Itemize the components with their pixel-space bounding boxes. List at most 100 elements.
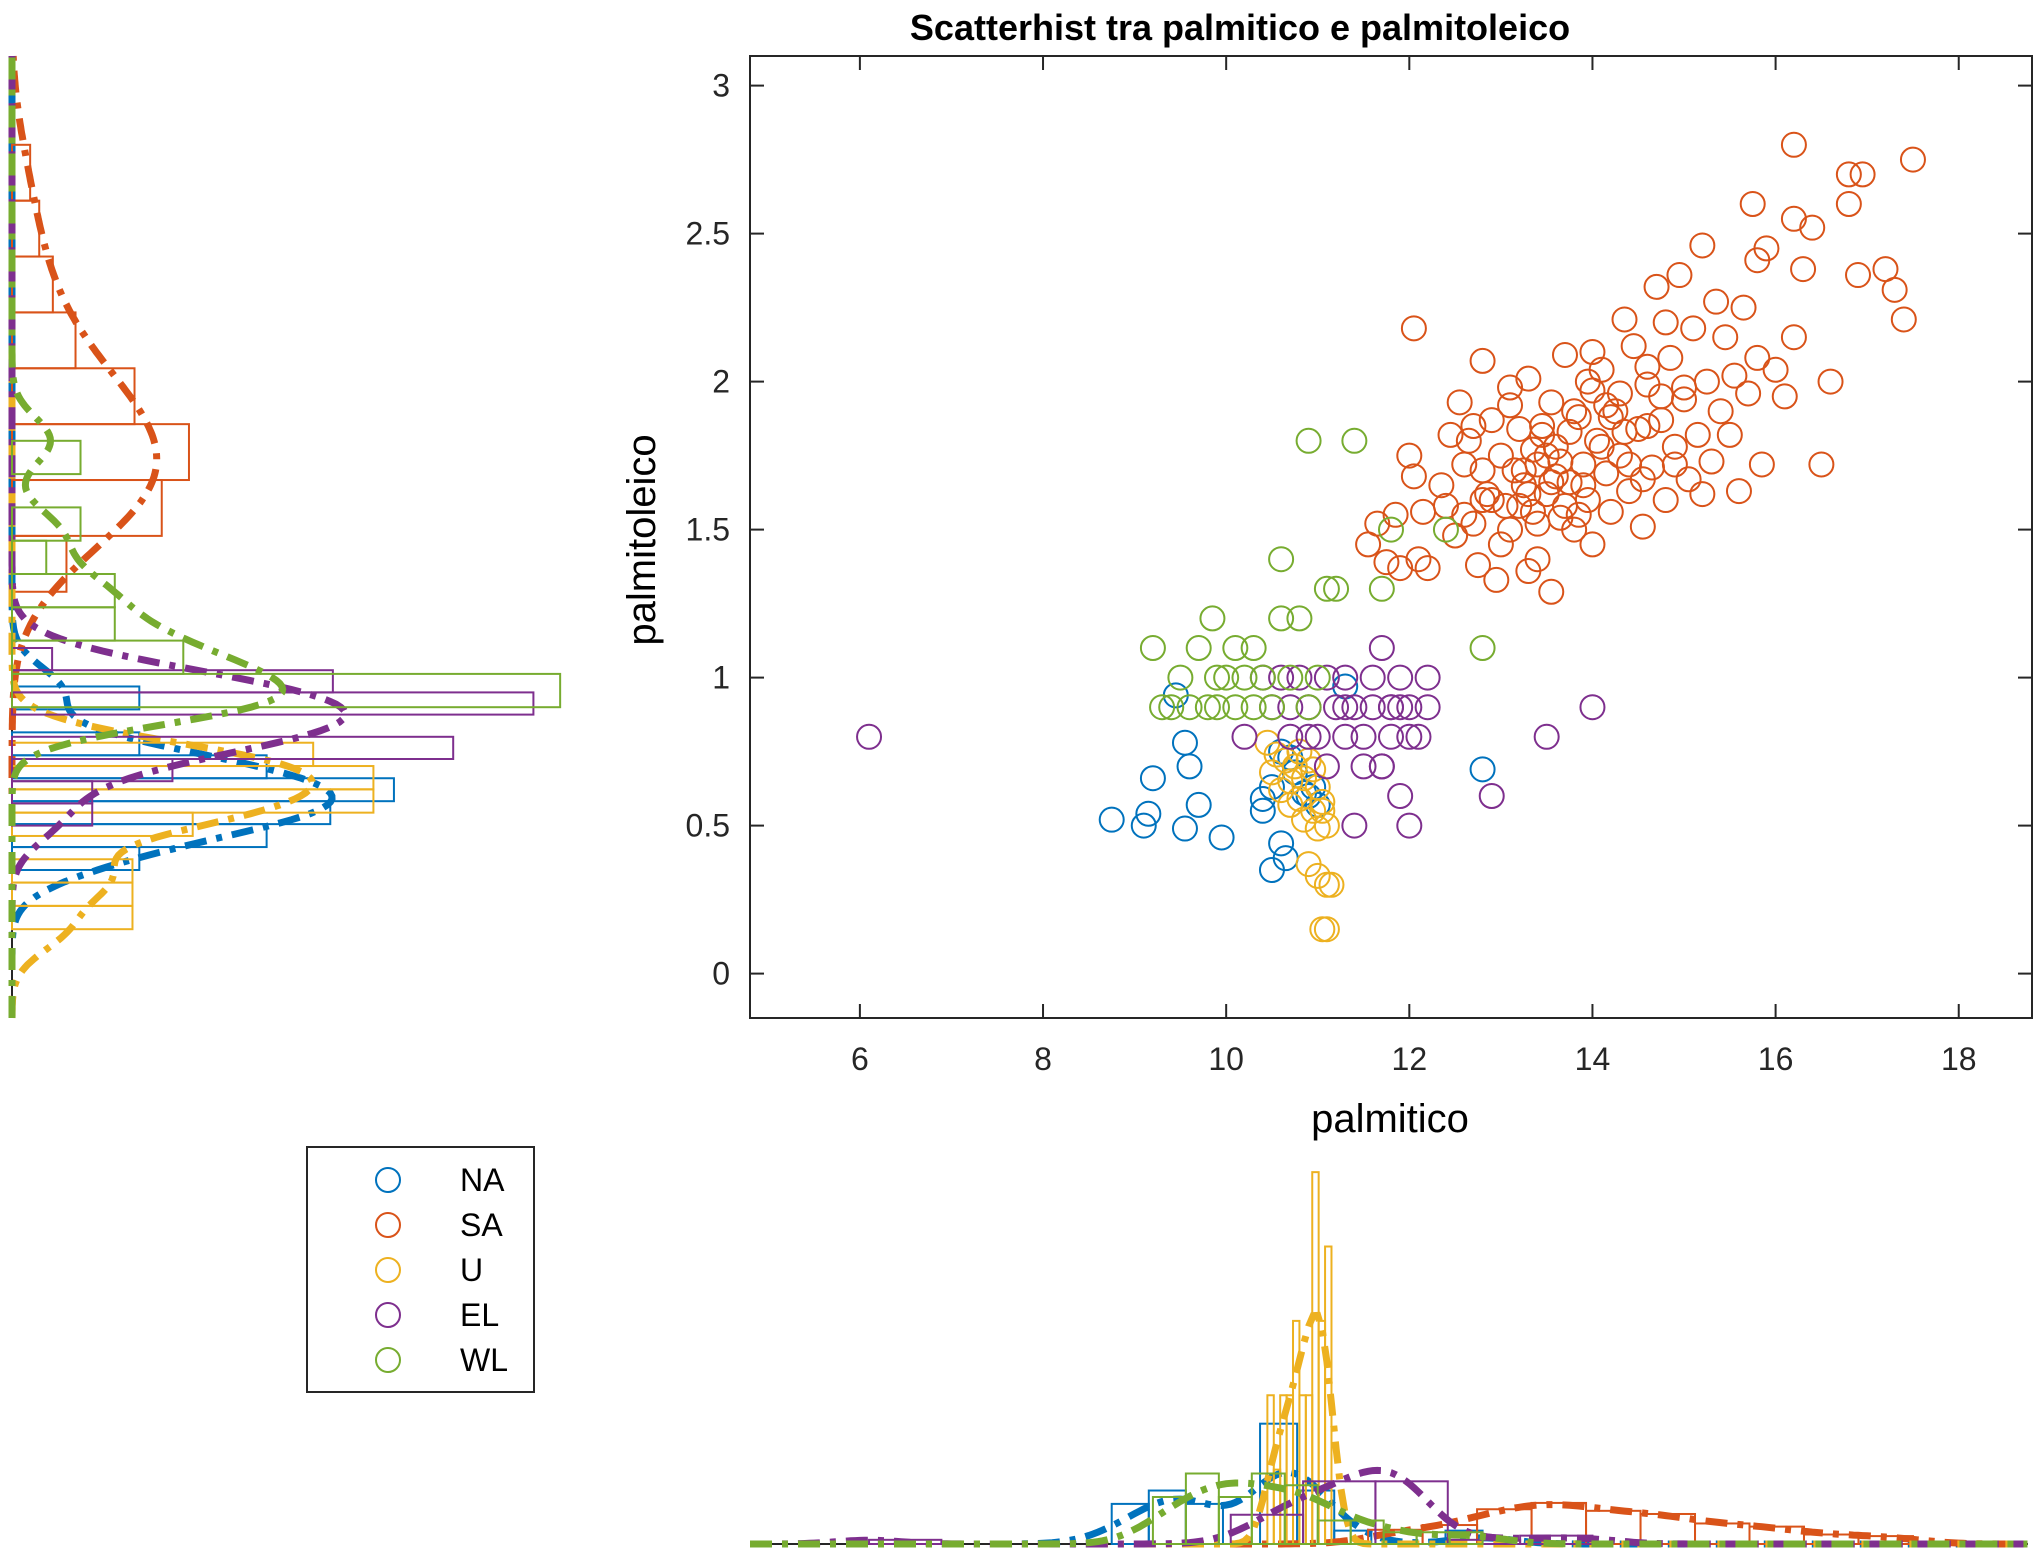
scatter-point-sa xyxy=(1629,466,1656,493)
y-hist-bar-wl xyxy=(11,639,185,675)
scatter-point-wl xyxy=(1185,635,1212,661)
scatter-point-sa xyxy=(1899,146,1926,173)
scatter-point-sa xyxy=(1712,324,1739,351)
scatter-point-sa xyxy=(1432,492,1459,519)
scatter-point-sa xyxy=(1634,413,1661,439)
x-marginal-histogram xyxy=(750,1171,2028,1548)
scatter-point-sa xyxy=(1483,566,1510,593)
scatter-point-wl xyxy=(1149,694,1176,721)
scatter-point-sa xyxy=(1542,463,1569,490)
legend-label-wl: WL xyxy=(460,1342,508,1378)
scatter-point-el xyxy=(1405,723,1432,750)
scatter-point-wl xyxy=(1295,427,1322,454)
scatter-point-sa xyxy=(1849,161,1876,188)
scatter-point-el xyxy=(1313,753,1340,780)
scatter-point-sa xyxy=(1506,415,1533,442)
scatter-point-sa xyxy=(1497,516,1524,543)
scatter-point-sa xyxy=(1845,262,1872,289)
scatter-point-sa xyxy=(1574,368,1601,395)
scatter-point-sa xyxy=(1446,389,1473,416)
x-hist-bar-wl xyxy=(1283,1484,1319,1545)
scatter-point-sa xyxy=(1693,368,1720,395)
scatter-point-wl xyxy=(1268,546,1295,573)
scatter-point-el xyxy=(1387,783,1414,809)
y-tick-label: 1.5 xyxy=(686,512,730,548)
scatter-point-el xyxy=(1332,664,1359,691)
scatter-point-el xyxy=(1332,694,1359,721)
scatter-point-wl xyxy=(1213,664,1240,691)
scatter-point-sa xyxy=(1579,339,1606,365)
legend: NA SA U EL WL xyxy=(306,1146,535,1393)
scatter-point-wl xyxy=(1167,664,1194,691)
scatter-point-sa xyxy=(1497,374,1524,401)
scatter-point-sa xyxy=(1643,273,1670,300)
scatter-point-sa xyxy=(1451,501,1478,528)
scatter-point-sa xyxy=(1538,469,1565,496)
y-density-curve-el xyxy=(8,56,349,1018)
scatter-point-sa xyxy=(1556,418,1583,445)
scatter-point-sa xyxy=(1460,510,1487,537)
scatter-point-el xyxy=(1359,694,1386,721)
scatter-point-sa xyxy=(1780,131,1807,158)
scatter-point-wl xyxy=(1176,694,1203,721)
scatter-point-el xyxy=(1295,723,1322,750)
scatter-point-el xyxy=(1341,812,1368,839)
scatter-point-sa xyxy=(1835,191,1862,217)
scatter-point-wl xyxy=(1139,635,1166,661)
scatter-point-wl xyxy=(1249,664,1276,691)
scatter-point-el xyxy=(1231,723,1258,750)
scatter-point-sa xyxy=(1364,510,1391,537)
y-hist-bar-wl xyxy=(11,439,82,476)
scatter-point-sa xyxy=(1410,498,1437,525)
scatter-point-u xyxy=(1286,738,1313,765)
scatter-point-sa xyxy=(1579,531,1606,558)
scatter-point-el xyxy=(1323,694,1350,721)
scatter-point-el xyxy=(1277,694,1304,721)
scatter-point-na xyxy=(1171,815,1198,842)
legend-marker-u xyxy=(375,1257,401,1283)
x-tick-label: 16 xyxy=(1758,1041,1794,1077)
scatter-point-sa xyxy=(1396,442,1423,469)
scatter-point-na xyxy=(1268,830,1295,857)
scatter-point-sa xyxy=(1671,374,1698,401)
scatter-point-el xyxy=(1350,753,1377,780)
scatter-point-sa xyxy=(1519,498,1546,525)
scatter-point-sa xyxy=(1835,161,1862,188)
scatter-point-u xyxy=(1300,756,1327,783)
scatter-point-sa xyxy=(1400,463,1427,490)
scatter-point-sa xyxy=(1519,436,1546,463)
scatter-point-wl xyxy=(1158,694,1185,721)
scatter-point-el xyxy=(1378,694,1404,721)
scatter-point-sa xyxy=(1460,413,1487,439)
y-tick-label: 2 xyxy=(712,364,730,400)
y-tick-label: 1 xyxy=(712,660,730,696)
x-axis-title: palmitico xyxy=(1311,1097,1469,1141)
scatter-point-u xyxy=(1291,765,1318,792)
scatter-point-el xyxy=(1378,723,1404,750)
scatter-point-sa xyxy=(1373,549,1400,576)
scatter-point-wl xyxy=(1204,694,1231,721)
legend-marker-sa xyxy=(375,1212,401,1238)
scatter-point-sa xyxy=(1597,404,1624,431)
scatter-point-wl xyxy=(1268,605,1295,632)
scatter-point-sa xyxy=(1561,398,1588,425)
scatter-point-na xyxy=(1130,812,1157,839)
scatter-point-sa xyxy=(1593,392,1620,419)
x-tick-label: 18 xyxy=(1941,1041,1977,1077)
scatter-point-na xyxy=(1098,806,1125,833)
scatter-point-wl xyxy=(1304,664,1331,691)
scatter-point-sa xyxy=(1808,451,1835,478)
y-hist-bar-el xyxy=(11,802,94,827)
scatter-point-sa xyxy=(1551,341,1578,368)
x-hist-bar-wl xyxy=(1184,1472,1220,1545)
scatter-point-wl xyxy=(1231,664,1258,691)
x-density-curve-u xyxy=(750,1311,2028,1548)
scatter-point-sa xyxy=(1570,472,1597,499)
scatter-point-sa xyxy=(1588,433,1615,460)
y-hist-bar-el xyxy=(11,735,455,760)
scatter-point-sa xyxy=(1538,578,1565,605)
scatter-point-sa xyxy=(1730,294,1757,321)
scatter-point-wl xyxy=(1204,664,1231,691)
scatter-point-u xyxy=(1268,777,1295,804)
scatter-point-sa xyxy=(1721,362,1748,389)
